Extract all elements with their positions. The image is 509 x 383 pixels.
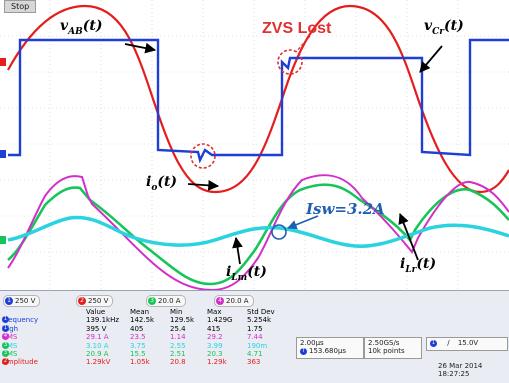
vab-label: vAB(t) [60, 18, 103, 37]
isw-marker [271, 224, 287, 240]
ch1-ground-marker[interactable] [0, 150, 6, 158]
waveform-canvas [0, 0, 509, 292]
vcr-label: vCr(t) [424, 18, 464, 37]
zvs-lost-leader [295, 35, 311, 53]
io-arrow [187, 179, 220, 191]
measurement-row[interactable]: 3 RMS 3.10 A 3.75 2.55 3.99 190m [2, 341, 268, 350]
acquisition-info[interactable]: 2.50GS/s 10k points [364, 337, 422, 359]
trigger-slope-icon: / [447, 339, 450, 347]
trigger-source-icon: 1 [430, 339, 437, 347]
vab-arrow [124, 42, 157, 54]
ch3-ground-marker[interactable] [0, 236, 6, 244]
ch3-badge-icon: 3 [2, 349, 9, 357]
ch1-badge-icon: 1 [2, 324, 9, 332]
measurement-row[interactable]: 2 Amplitude 1.29kV 1.05k 20.8 1.29k 363 [2, 358, 261, 367]
ch4-scale[interactable]: 4 20.0 A [214, 295, 254, 307]
ch1-badge-icon: 1 [2, 316, 9, 324]
ilm-label: iLm(t) [226, 264, 267, 283]
ch1-scale[interactable]: 1 250 V [3, 295, 41, 307]
measurement-row[interactable]: 4 RMS 29.1 A 23.5 1.14 29.2 7.44 [2, 333, 263, 342]
ilm-trace [7, 215, 509, 248]
ch3-scale[interactable]: 3 20.0 A [146, 295, 186, 307]
waveform-screen: Stop vAB(t) vCr(t) io(t) iLm(t) iLr(t) Z… [0, 0, 509, 292]
io-trace [7, 174, 509, 292]
ch1-icon: 1 [5, 297, 13, 305]
run-stop-status[interactable]: Stop [4, 0, 37, 13]
graticule [0, 0, 509, 290]
trigger-position-icon: T [300, 347, 307, 355]
ilr-label: iLr(t) [400, 256, 437, 275]
measurement-header-row: Value Mean Min Max Std Dev [86, 308, 275, 316]
zvs-lost-annotation: ZVS Lost [262, 20, 332, 37]
ch4-badge-icon: 4 [2, 333, 9, 341]
ch2-icon: 2 [78, 297, 86, 305]
ilr-arrow [398, 212, 419, 261]
measurement-row[interactable]: 3 RMS 20.9 A 15.5 2.51 20.3 4.71 [2, 349, 263, 358]
measurement-row[interactable]: 1 Frequency 139.1kHz 142.5k 129.5k 1.429G… [2, 316, 272, 325]
measurement-table: Value Mean Min Max Std Dev 1 Frequency 13… [2, 308, 285, 367]
ch2-ground-marker[interactable] [0, 58, 6, 66]
ch3-badge-icon: 3 [2, 341, 9, 349]
measurement-panel: 1 250 V 2 250 V 3 20.0 A 4 20.0 A Value Mean… [0, 290, 509, 383]
zvs-lost-circle-2 [190, 143, 216, 169]
vcr-arrow [419, 45, 443, 73]
ch2-scale[interactable]: 2 250 V [76, 295, 114, 307]
ilr-trace [7, 183, 509, 286]
vab-trace [8, 38, 509, 164]
measurement-row[interactable]: 1 High 395 V 405 25.4 415 1.75 [2, 324, 263, 333]
ch2-badge-icon: 2 [2, 358, 9, 366]
horizontal-timebase[interactable]: 2.00µs T 153.680µs [296, 337, 364, 359]
ilm-arrow [232, 236, 243, 265]
isw-arrow [287, 215, 319, 230]
trigger-settings[interactable]: 1 / 15.0V [426, 337, 508, 351]
ch4-icon: 4 [216, 297, 224, 305]
date-time: 26 Mar 2014 18:27:25 [438, 362, 483, 378]
zvs-lost-circle-1 [277, 49, 303, 75]
isw-annotation: Isw=3.2A [306, 200, 385, 218]
ch3-icon: 3 [148, 297, 156, 305]
io-label: io(t) [146, 174, 178, 193]
